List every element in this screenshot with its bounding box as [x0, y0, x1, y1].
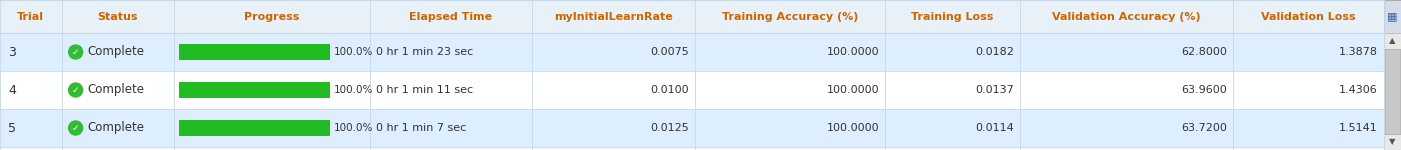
Text: 0.0100: 0.0100: [650, 85, 689, 95]
Text: 0.0114: 0.0114: [975, 123, 1014, 133]
Bar: [1384, 0, 1401, 150]
Bar: [179, 82, 329, 98]
Bar: [0, 71, 1384, 109]
Text: Validation Loss: Validation Loss: [1261, 12, 1356, 21]
Text: Training Accuracy (%): Training Accuracy (%): [722, 12, 859, 21]
Text: 3: 3: [8, 45, 15, 58]
Circle shape: [69, 121, 83, 135]
Bar: [0, 33, 1384, 71]
Text: 100.0%: 100.0%: [333, 123, 373, 133]
Text: ✓: ✓: [71, 48, 80, 57]
Text: 100.0000: 100.0000: [827, 85, 880, 95]
Text: ▦: ▦: [1387, 12, 1398, 21]
Text: 5: 5: [8, 122, 15, 135]
Text: Complete: Complete: [88, 45, 144, 58]
Text: Complete: Complete: [88, 122, 144, 135]
Text: 0 hr 1 min 23 sec: 0 hr 1 min 23 sec: [375, 47, 474, 57]
Text: Trial: Trial: [17, 12, 45, 21]
Text: Validation Accuracy (%): Validation Accuracy (%): [1052, 12, 1201, 21]
Bar: [1384, 0, 1401, 33]
Text: 1.3878: 1.3878: [1339, 47, 1379, 57]
Text: 0.0075: 0.0075: [650, 47, 689, 57]
Text: ✓: ✓: [71, 85, 80, 94]
Circle shape: [69, 83, 83, 97]
Text: Elapsed Time: Elapsed Time: [409, 12, 493, 21]
Text: 1.5141: 1.5141: [1339, 123, 1379, 133]
Text: Complete: Complete: [88, 84, 144, 96]
Text: 0.0125: 0.0125: [650, 123, 689, 133]
Bar: [1386, 49, 1400, 134]
Text: 0.0182: 0.0182: [975, 47, 1014, 57]
Text: 0 hr 1 min 7 sec: 0 hr 1 min 7 sec: [375, 123, 467, 133]
Text: myInitialLearnRate: myInitialLearnRate: [555, 12, 672, 21]
Text: 100.0000: 100.0000: [827, 47, 880, 57]
Text: 62.8000: 62.8000: [1181, 47, 1227, 57]
Text: ✓: ✓: [71, 123, 80, 132]
Text: Progress: Progress: [244, 12, 300, 21]
Bar: [0, 0, 1384, 33]
Text: ▲: ▲: [1390, 36, 1395, 45]
Text: 4: 4: [8, 84, 15, 96]
Text: 100.0%: 100.0%: [333, 47, 373, 57]
Text: Training Loss: Training Loss: [912, 12, 993, 21]
Text: ▼: ▼: [1390, 138, 1395, 147]
Circle shape: [69, 45, 83, 59]
Text: 63.9600: 63.9600: [1181, 85, 1227, 95]
Text: 63.7200: 63.7200: [1181, 123, 1227, 133]
Bar: [179, 120, 329, 136]
Bar: [1384, 33, 1401, 49]
Text: 0 hr 1 min 11 sec: 0 hr 1 min 11 sec: [375, 85, 474, 95]
Bar: [1384, 134, 1401, 150]
Bar: [0, 109, 1384, 147]
Text: 100.0%: 100.0%: [333, 85, 373, 95]
Text: 1.4306: 1.4306: [1339, 85, 1379, 95]
Text: 0.0137: 0.0137: [975, 85, 1014, 95]
Text: 100.0000: 100.0000: [827, 123, 880, 133]
Text: Status: Status: [98, 12, 137, 21]
Bar: [179, 44, 329, 60]
